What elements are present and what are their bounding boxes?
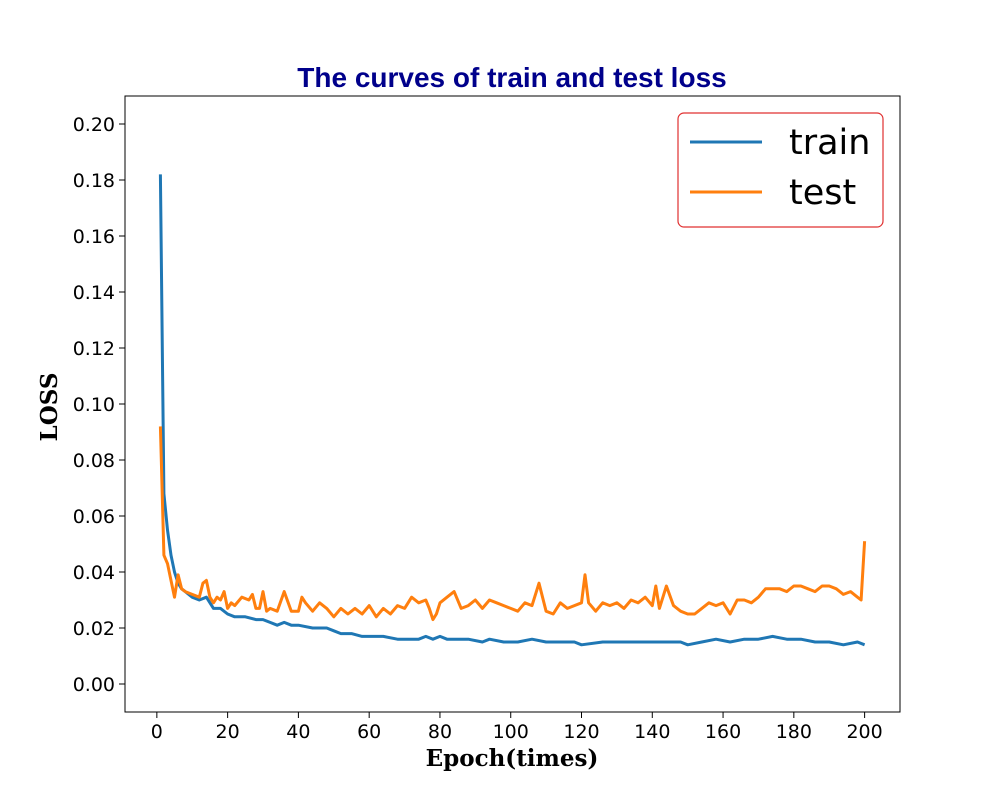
y-axis-label: LOSS bbox=[36, 373, 63, 442]
y-tick-label: 0.16 bbox=[73, 226, 115, 248]
x-tick-label: 20 bbox=[216, 721, 240, 743]
y-tick-label: 0.08 bbox=[73, 450, 115, 472]
x-axis-label: Epoch(times) bbox=[426, 745, 599, 772]
axis-ticks: 0 20 40 60 80 100 120 140 160 180 200 0.00 0.02 0.04 0… bbox=[73, 114, 883, 743]
x-tick-label: 80 bbox=[428, 721, 452, 743]
x-tick-label: 100 bbox=[493, 721, 529, 743]
y-tick-label: 0.04 bbox=[73, 562, 115, 584]
x-tick-label: 60 bbox=[357, 721, 381, 743]
y-tick-label: 0.10 bbox=[73, 394, 115, 416]
series-line-train bbox=[158, 174, 866, 647]
y-tick-label: 0.18 bbox=[73, 170, 115, 192]
series-line-test bbox=[158, 426, 867, 622]
y-tick-label: 0.02 bbox=[73, 618, 115, 640]
legend-label-test: test bbox=[789, 173, 856, 213]
legend: train test bbox=[677, 112, 884, 228]
x-tick-label: 140 bbox=[634, 721, 670, 743]
y-tick-label: 0.06 bbox=[73, 506, 115, 528]
x-tick-label: 160 bbox=[705, 721, 741, 743]
y-tick-label: 0.14 bbox=[73, 282, 115, 304]
y-tick-label: 0.20 bbox=[73, 114, 115, 136]
x-tick-label: 40 bbox=[286, 721, 310, 743]
x-tick-label: 180 bbox=[776, 721, 812, 743]
x-tick-label: 0 bbox=[151, 721, 163, 743]
x-tick-label: 200 bbox=[846, 721, 882, 743]
y-tick-label: 0.00 bbox=[73, 674, 115, 696]
x-tick-label: 120 bbox=[563, 721, 599, 743]
series-lines bbox=[158, 174, 867, 647]
chart-title: The curves of train and test loss bbox=[297, 62, 726, 93]
y-tick-label: 0.12 bbox=[73, 338, 115, 360]
legend-label-train: train bbox=[789, 123, 870, 163]
